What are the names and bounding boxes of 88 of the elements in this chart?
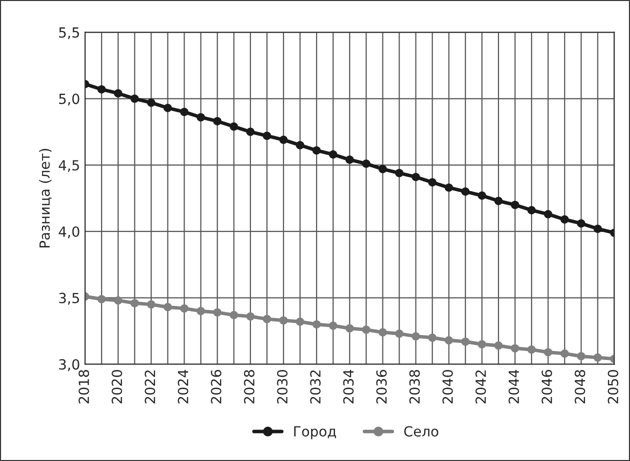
point — [594, 224, 602, 233]
point — [428, 333, 437, 342]
point — [577, 352, 586, 360]
point — [378, 328, 387, 336]
point — [328, 322, 338, 330]
x-tick-label: 2020 — [112, 370, 122, 404]
x-tick-label: 2032 — [310, 370, 321, 404]
x-tick-label: 2036 — [376, 370, 387, 404]
point — [494, 341, 503, 350]
point — [461, 337, 470, 346]
point — [312, 320, 321, 329]
point — [444, 336, 454, 344]
point — [230, 310, 238, 320]
point — [494, 196, 503, 206]
point — [328, 150, 338, 159]
y-tick-label: 5,5 — [59, 27, 79, 40]
y-tick-label: 4,0 — [58, 226, 80, 238]
point — [97, 85, 106, 94]
point — [213, 117, 222, 126]
point — [164, 302, 172, 312]
y-axis-title: Разница (лет) — [39, 148, 52, 248]
point — [279, 316, 288, 325]
point — [130, 298, 139, 308]
point — [395, 329, 404, 338]
point — [527, 345, 536, 354]
point — [296, 318, 304, 326]
point — [180, 108, 188, 116]
x-tick-label: 2048 — [574, 370, 586, 404]
point — [510, 200, 520, 210]
x-tick-label: 2046 — [542, 370, 552, 404]
point — [279, 136, 288, 144]
x-tick-label: 2018 — [78, 370, 90, 404]
y-tick-label: 3,5 — [59, 292, 79, 305]
point — [395, 168, 404, 178]
point — [594, 353, 602, 362]
x-tick-label: 2022 — [144, 370, 156, 404]
point — [478, 340, 486, 348]
point — [246, 312, 255, 321]
point — [345, 324, 354, 333]
point — [378, 164, 387, 174]
point — [577, 219, 586, 228]
point — [180, 304, 188, 313]
point — [444, 183, 454, 192]
point — [196, 306, 205, 316]
y-tick-label: 3,0 — [59, 359, 80, 372]
point — [362, 326, 370, 334]
point — [412, 332, 420, 340]
x-tick-label: 2050 — [608, 370, 618, 404]
point — [230, 122, 238, 131]
point — [560, 349, 569, 358]
point — [478, 191, 486, 200]
point — [362, 160, 370, 168]
x-tick-label: 2044 — [508, 370, 520, 404]
legend-label: Село — [404, 426, 438, 437]
point — [527, 206, 536, 214]
point — [114, 296, 122, 305]
point — [296, 140, 304, 150]
x-tick-label: 2024 — [178, 370, 188, 404]
point — [97, 294, 106, 304]
point — [412, 172, 420, 182]
point — [262, 314, 272, 324]
x-tick-label: 2034 — [343, 370, 354, 404]
point — [262, 132, 272, 140]
point — [130, 94, 139, 103]
x-tick-label: 2038 — [409, 370, 420, 404]
legend-label: Город — [294, 426, 336, 440]
point — [164, 104, 172, 112]
point — [510, 344, 520, 352]
x-tick-label: 2040 — [442, 370, 453, 404]
y-tick-label: 4,5 — [58, 160, 79, 172]
point — [560, 215, 569, 224]
point — [114, 89, 122, 98]
x-tick-label: 2030 — [277, 370, 288, 404]
point — [196, 113, 205, 122]
point — [544, 348, 552, 356]
x-tick-label: 2042 — [475, 370, 486, 404]
y-tick-label: 5,0 — [59, 94, 80, 106]
point — [544, 210, 552, 218]
point — [246, 128, 255, 136]
point — [461, 187, 470, 196]
point — [147, 98, 156, 107]
point — [428, 178, 437, 186]
point — [213, 308, 222, 317]
point — [147, 300, 156, 309]
x-tick-label: 2026 — [210, 370, 222, 404]
point — [345, 156, 354, 164]
point — [312, 146, 321, 155]
x-tick-label: 2028 — [244, 370, 254, 404]
